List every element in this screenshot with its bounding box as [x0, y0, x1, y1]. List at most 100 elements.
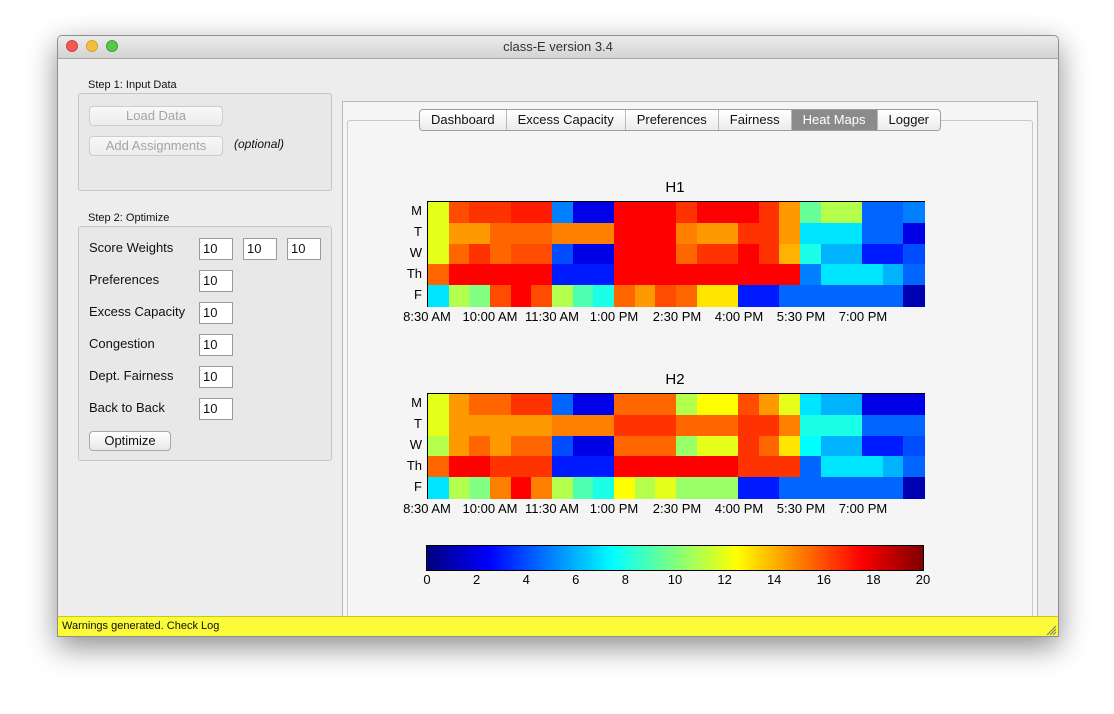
- heatmap-cell: [490, 285, 512, 307]
- heatmap-cell: [800, 222, 822, 245]
- heatmap-cell: [800, 477, 822, 499]
- heatmap-cell: [634, 202, 656, 224]
- heatmap-cell: [614, 202, 636, 224]
- heatmap-cell: [717, 435, 739, 457]
- heatmap-cell: [738, 477, 760, 499]
- time-label: 10:00 AM: [462, 501, 518, 516]
- heatmap-cell: [758, 435, 780, 457]
- heatmap-cell: [758, 202, 780, 224]
- colorbar-tick-label: 10: [667, 572, 683, 587]
- heatmap-cell: [490, 435, 512, 457]
- optional-note: (optional): [234, 137, 285, 151]
- heatmap-cell: [428, 243, 450, 265]
- heatmap-cell: [738, 264, 760, 286]
- heatmap-cell: [820, 456, 842, 478]
- heatmap-cell: [882, 285, 904, 307]
- dept-fairness-label: Dept. Fairness: [89, 368, 174, 383]
- heatmap-cell: [593, 394, 615, 416]
- heatmap-cell: [882, 435, 904, 457]
- tab-preferences[interactable]: Preferences: [624, 110, 718, 130]
- heatmap-cell: [800, 394, 822, 416]
- heatmap-cell: [758, 456, 780, 478]
- heatmap-cell: [490, 456, 512, 478]
- time-label: 4:00 PM: [714, 501, 764, 516]
- heatmap-cell: [862, 285, 884, 307]
- heatmap-cell: [490, 202, 512, 224]
- heatmap-cell: [738, 456, 760, 478]
- day-label: M: [411, 203, 422, 219]
- heatmap-cell: [820, 264, 842, 286]
- day-label: T: [414, 416, 422, 432]
- step2-label: Step 2: Optimize: [88, 212, 170, 224]
- heatmap-cell: [572, 222, 594, 245]
- heatmap-cell: [448, 435, 470, 457]
- heatmap-cell: [634, 435, 656, 457]
- add-assignments-button[interactable]: Add Assignments: [89, 136, 223, 156]
- heatmap-cell: [800, 243, 822, 265]
- heatmap-cell: [634, 285, 656, 307]
- excess-capacity-field[interactable]: 10: [199, 302, 233, 324]
- optimize-button[interactable]: Optimize: [89, 431, 171, 451]
- heatmap-cell: [800, 285, 822, 307]
- heatmap-cell: [676, 222, 698, 245]
- heatmap-cell: [572, 243, 594, 265]
- heatmap-cell: [676, 285, 698, 307]
- heatmap-cell: [510, 285, 532, 307]
- day-label: Th: [406, 457, 422, 473]
- heatmap-cell: [531, 394, 553, 416]
- score-weight-3-field[interactable]: 10: [287, 238, 321, 260]
- heatmap-cell: [614, 414, 636, 437]
- heatmap-cell: [903, 414, 925, 437]
- heatmap-cell: [428, 435, 450, 457]
- heatmap-cell: [531, 477, 553, 499]
- tab-excess-capacity[interactable]: Excess Capacity: [505, 110, 625, 130]
- tab-heat-maps[interactable]: Heat Maps: [790, 110, 877, 130]
- heatmap-cell: [841, 456, 863, 478]
- score-weight-2-field[interactable]: 10: [243, 238, 277, 260]
- day-label: M: [411, 395, 422, 411]
- preferences-field[interactable]: 10: [199, 270, 233, 292]
- heatmap-cell: [820, 202, 842, 224]
- heatmap-cell: [448, 264, 470, 286]
- tab-fairness[interactable]: Fairness: [717, 110, 791, 130]
- heatmap-cell: [903, 477, 925, 499]
- heatmap-cell: [800, 414, 822, 437]
- back-to-back-field[interactable]: 10: [199, 398, 233, 420]
- congestion-field[interactable]: 10: [199, 334, 233, 356]
- heatmap-cell: [593, 435, 615, 457]
- heatmap-cell: [614, 222, 636, 245]
- load-data-button[interactable]: Load Data: [89, 106, 223, 126]
- heatmap-cell: [882, 477, 904, 499]
- heatmap-cell: [758, 394, 780, 416]
- heatmap-cell: [593, 285, 615, 307]
- score-weights-label: Score Weights: [89, 240, 174, 255]
- heatmap-cell: [572, 435, 594, 457]
- heatmap-cell: [717, 414, 739, 437]
- heatmap-cell: [510, 414, 532, 437]
- resize-grip-icon[interactable]: [1046, 625, 1056, 635]
- heatmap-cell: [841, 243, 863, 265]
- minimize-window-icon[interactable]: [86, 40, 98, 52]
- title-bar[interactable]: class-E version 3.4: [58, 36, 1058, 59]
- heatmap-cell: [490, 243, 512, 265]
- heatmap-cell: [572, 414, 594, 437]
- dept-fairness-field[interactable]: 10: [199, 366, 233, 388]
- heatmap-cell: [758, 222, 780, 245]
- heatmap-cell: [655, 477, 677, 499]
- score-weight-1-field[interactable]: 10: [199, 238, 233, 260]
- heatmap-cell: [634, 394, 656, 416]
- tab-dashboard[interactable]: Dashboard: [431, 112, 495, 127]
- heatmap-cell: [448, 477, 470, 499]
- heatmap-cell: [738, 202, 760, 224]
- heatmap-cell: [738, 414, 760, 437]
- close-window-icon[interactable]: [66, 40, 78, 52]
- heatmap-cell: [552, 285, 574, 307]
- heatmap-cell: [717, 456, 739, 478]
- heatmap-cell: [614, 285, 636, 307]
- heatmap-cell: [841, 202, 863, 224]
- day-label: F: [414, 286, 422, 302]
- heatmap-cell: [882, 243, 904, 265]
- heatmap-cell: [593, 414, 615, 437]
- zoom-window-icon[interactable]: [106, 40, 118, 52]
- tab-logger[interactable]: Logger: [876, 110, 940, 130]
